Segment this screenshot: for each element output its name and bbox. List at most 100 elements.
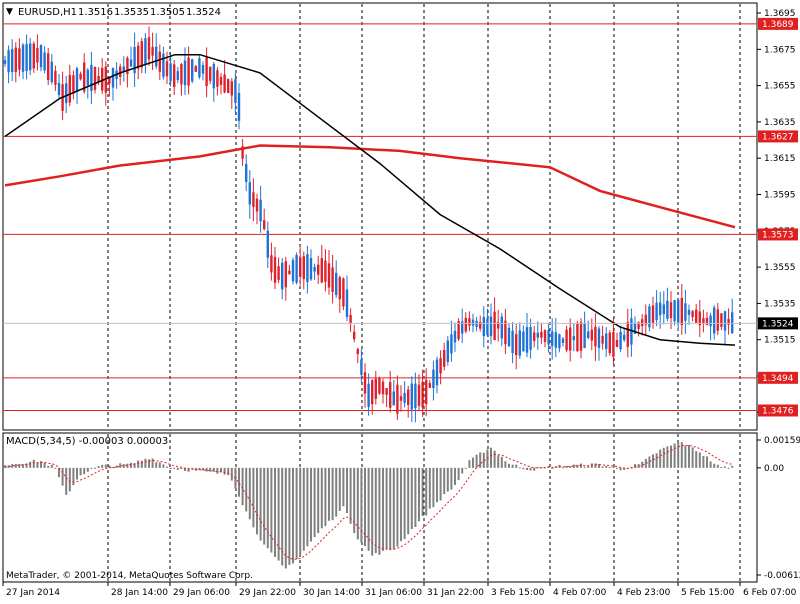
macd-bar [461,467,464,474]
macd-bar [684,445,687,468]
chart-menu-arrow-icon[interactable]: ▼ [6,7,13,17]
candle-body [623,334,626,341]
candle-body [414,383,417,409]
candle-body [237,92,241,121]
macd-bar [576,464,579,468]
macd-bar [83,467,86,475]
macd-bar [198,467,201,471]
slow-moving-average-line [4,144,736,229]
macd-bar [382,467,384,551]
candle-body [227,78,230,94]
candle-body [144,38,147,65]
macd-bar [292,467,294,564]
candle-body [25,43,28,72]
candle-body [219,76,223,85]
price-plot-area[interactable] [2,2,758,431]
candle-body [320,258,323,283]
price-tick-label: 1.3695 [764,9,796,19]
macd-bar [479,452,482,468]
candle-body [29,43,32,71]
candle-body [75,68,79,93]
price-tick-label: 1.3615 [764,154,796,164]
candle-body [252,192,255,208]
macd-bar [212,467,215,472]
macd-bar [594,463,597,468]
candle-body [493,311,496,340]
macd-bar [284,467,287,569]
candle-body [378,377,381,394]
macd-bar [418,467,420,522]
macd-bar [180,467,183,470]
candle-body [396,384,399,414]
macd-bar [619,467,622,471]
candle-body [137,45,140,69]
macd-bar [367,467,370,551]
macd-bar [698,452,701,468]
candle-body [619,331,622,350]
candle-body [630,318,633,345]
time-tick-label: 30 Jan 14:00 [303,588,360,598]
candle-body [428,383,431,388]
time-tick-label: 6 Feb 07:00 [743,588,797,598]
macd-bar [504,461,507,468]
candle-body [345,289,349,318]
macd-bar [706,456,708,468]
candle-body [277,266,280,280]
candle-body [39,45,43,68]
macd-bar [526,467,528,470]
level-label-box [758,228,798,241]
price-tick-label: 1.3515 [764,336,796,346]
candle-body [209,67,212,81]
candle-body [371,380,374,405]
time-tick-label: 3 Feb 15:00 [491,588,545,598]
macd-bar [464,467,467,469]
candle-body [475,320,478,328]
macd-bar [36,462,39,468]
candle-body [36,48,39,63]
macd-bar [641,461,644,468]
macd-bar [518,467,521,469]
candle-body [281,262,284,290]
macd-bar [648,456,651,468]
candle-body [662,304,665,315]
macd-bar [259,467,262,541]
macd-bar [223,467,226,475]
macd-bar [29,461,32,468]
macd-bar [94,467,96,469]
time-tick-label: 29 Jan 22:00 [239,588,296,598]
candle-body [655,302,658,321]
candle-body [558,334,561,349]
macd-bar [497,455,500,468]
candle-body [111,67,115,88]
macd-bar [605,465,608,468]
candle-body [72,75,75,94]
level-label: 1.3689 [762,20,794,30]
candle-body [183,60,187,86]
macd-bar [454,467,456,485]
candle-body [536,332,539,338]
candle-body [612,331,615,357]
macd-bar [191,467,194,470]
copyright-label: MetaTrader, © 2001-2014, MetaQuotes Soft… [6,571,253,581]
candle-body [374,378,377,399]
macd-bar [22,464,24,468]
macd-bar [288,467,291,565]
candle-body [576,323,579,352]
macd-bar [47,465,50,468]
macd-bar [493,450,496,468]
macd-bar [173,467,176,469]
candle-body [432,369,435,389]
candle-body [313,266,316,272]
macd-bar [241,467,244,506]
time-tick-label: 29 Jan 06:00 [173,588,230,598]
candle-body [133,47,136,74]
macd-bar [54,467,57,469]
macd-bar [472,457,474,468]
candle-body [673,300,676,322]
macd-bar [274,467,276,557]
candle-body [126,57,129,75]
macd-bar [238,467,240,497]
macd-bar [720,466,723,468]
candle-body [392,391,395,406]
